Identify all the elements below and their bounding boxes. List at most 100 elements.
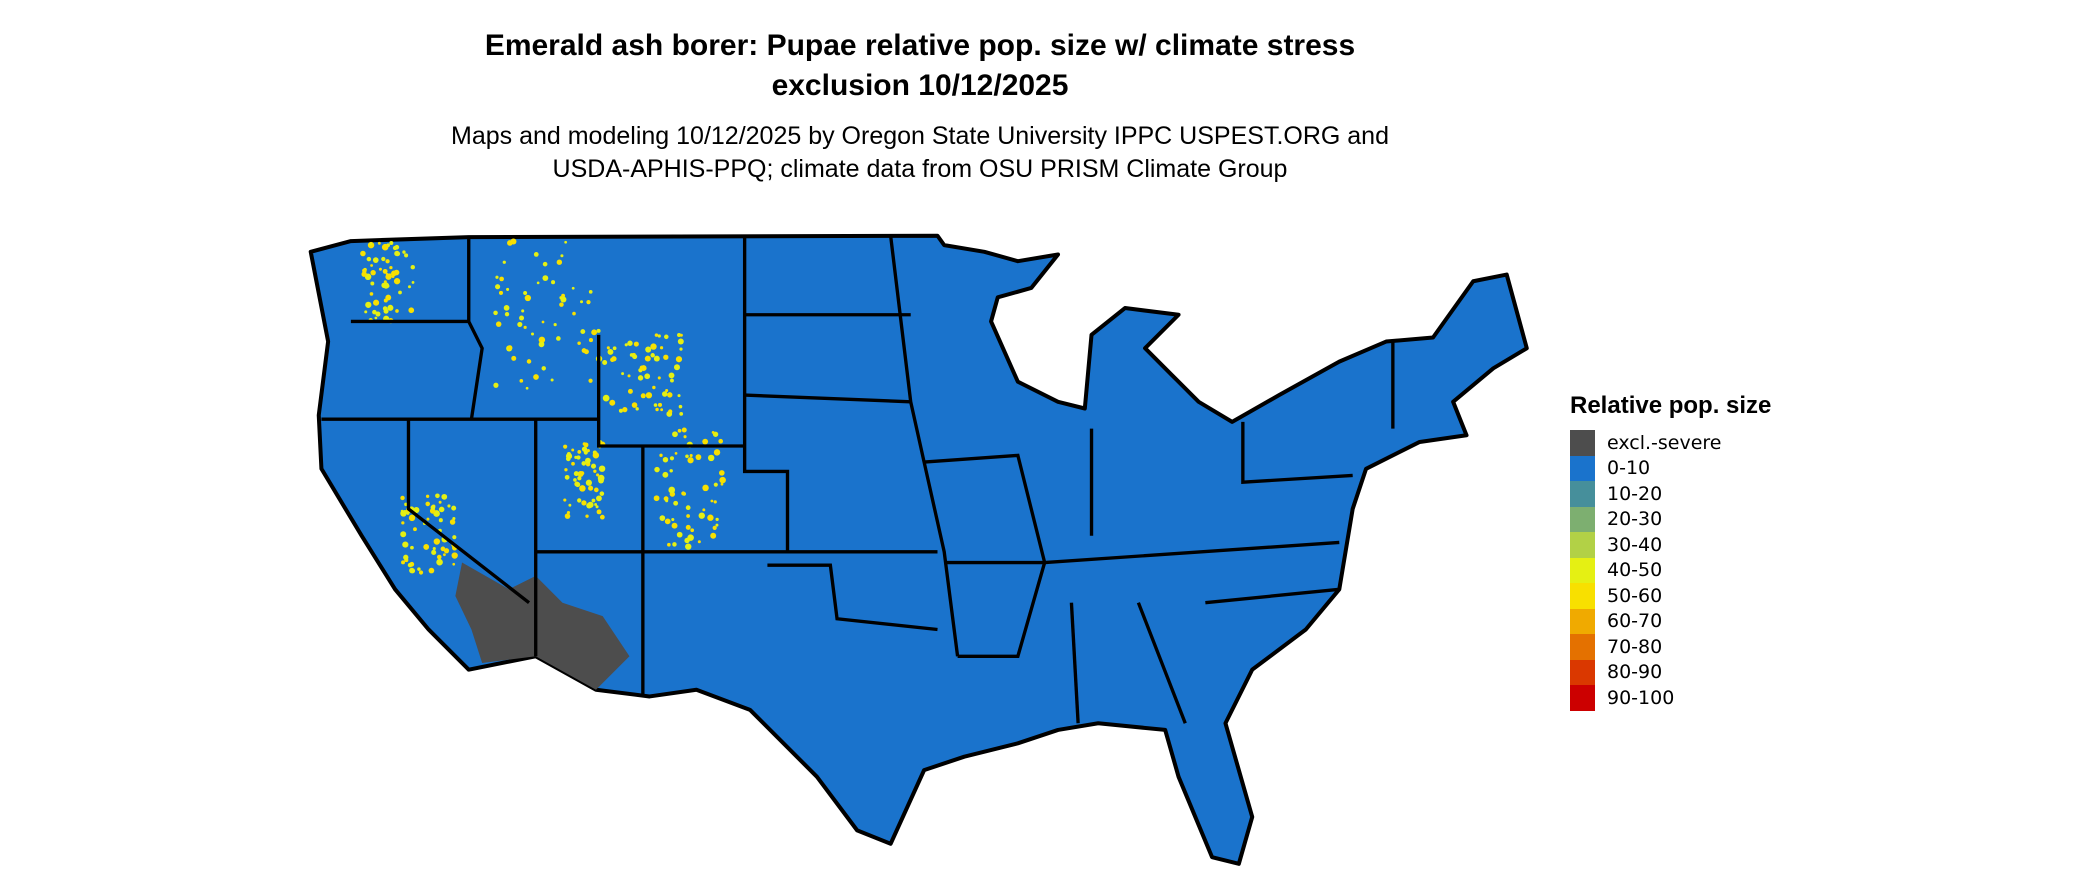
high-pop-speck: [523, 291, 528, 296]
high-pop-speck: [662, 471, 669, 478]
high-pop-speck: [382, 268, 388, 274]
legend-label: 70-80: [1607, 635, 1663, 658]
high-pop-speck: [495, 275, 499, 279]
high-pop-speck: [443, 548, 450, 554]
high-pop-speck: [681, 427, 687, 433]
high-pop-speck: [403, 554, 409, 561]
high-pop-speck: [677, 428, 682, 433]
high-pop-speck: [685, 454, 689, 459]
high-pop-speck: [577, 450, 582, 454]
high-pop-speck: [668, 372, 675, 379]
high-pop-speck: [676, 531, 683, 538]
high-pop-speck: [563, 498, 567, 502]
high-pop-speck: [389, 265, 393, 270]
high-pop-speck: [583, 442, 589, 448]
high-pop-speck: [362, 268, 367, 274]
high-pop-speck: [662, 456, 669, 463]
high-pop-speck: [679, 347, 683, 351]
high-pop-speck: [408, 307, 415, 314]
high-pop-speck: [598, 477, 604, 484]
high-pop-speck: [627, 388, 633, 394]
high-pop-speck: [402, 541, 409, 548]
high-pop-speck: [364, 310, 368, 314]
high-pop-speck: [668, 486, 676, 494]
high-pop-speck: [564, 468, 568, 472]
high-pop-speck: [611, 356, 617, 362]
legend-item: excl.-severe: [1570, 430, 1771, 456]
high-pop-speck: [596, 495, 602, 502]
high-pop-speck: [429, 508, 436, 514]
high-pop-speck: [438, 518, 443, 523]
high-pop-speck: [671, 517, 675, 522]
high-pop-speck: [360, 250, 366, 257]
high-pop-speck: [413, 527, 417, 532]
high-pop-speck: [667, 392, 673, 398]
high-pop-speck: [719, 476, 726, 484]
high-pop-speck: [653, 355, 660, 362]
high-pop-speck: [659, 515, 666, 521]
high-pop-speck: [361, 271, 367, 277]
legend-item: 10-20: [1570, 481, 1771, 507]
high-pop-speck: [659, 346, 664, 350]
high-pop-speck: [588, 378, 593, 383]
high-pop-speck: [627, 374, 631, 378]
high-pop-speck: [596, 328, 601, 333]
high-pop-speck: [697, 540, 701, 544]
high-pop-speck: [591, 498, 596, 503]
high-pop-speck: [417, 567, 421, 571]
high-pop-speck: [387, 304, 394, 311]
high-pop-speck: [715, 523, 719, 527]
legend-label: 0-10: [1607, 457, 1651, 480]
high-pop-speck: [517, 321, 523, 327]
high-pop-speck: [366, 256, 372, 262]
high-pop-speck: [568, 503, 572, 507]
high-pop-speck: [707, 454, 715, 462]
high-pop-speck: [553, 323, 557, 327]
high-pop-speck: [400, 495, 405, 501]
high-pop-speck: [594, 503, 598, 506]
high-pop-speck: [400, 510, 407, 517]
high-pop-speck: [645, 392, 653, 399]
high-pop-speck: [679, 412, 684, 416]
high-pop-speck: [584, 457, 591, 464]
high-pop-speck: [563, 444, 568, 449]
high-pop-speck: [519, 315, 525, 321]
legend-label: 80-90: [1607, 661, 1663, 684]
high-pop-speck: [719, 470, 725, 476]
high-pop-speck: [612, 346, 617, 351]
high-pop-speck: [372, 309, 377, 315]
high-pop-speck: [541, 320, 545, 324]
high-pop-speck: [369, 242, 373, 246]
high-pop-speck: [606, 346, 610, 350]
high-pop-speck: [511, 355, 517, 361]
high-pop-speck: [585, 514, 589, 518]
high-pop-speck: [622, 406, 628, 413]
legend-item: 20-30: [1570, 506, 1771, 532]
high-pop-speck: [713, 449, 721, 456]
high-pop-speck: [533, 374, 539, 380]
high-pop-speck: [372, 257, 379, 263]
high-pop-speck: [577, 341, 581, 345]
high-pop-speck: [430, 505, 436, 510]
legend-label: 50-60: [1607, 584, 1663, 607]
high-pop-speck: [681, 491, 686, 496]
legend-swatch: [1570, 634, 1595, 660]
legend-swatch: [1570, 481, 1595, 507]
high-pop-speck: [565, 453, 573, 460]
high-pop-speck: [447, 504, 451, 508]
subtitle-line-2: USDA-APHIS-PPQ; climate data from OSU PR…: [552, 155, 1288, 183]
legend-label: 30-40: [1607, 533, 1663, 556]
high-pop-speck: [659, 453, 663, 457]
high-pop-speck: [672, 542, 677, 547]
high-pop-speck: [650, 353, 655, 358]
high-pop-speck: [571, 461, 575, 466]
high-pop-speck: [391, 275, 395, 279]
high-pop-speck: [695, 454, 702, 461]
high-pop-speck: [715, 517, 719, 522]
high-pop-speck: [370, 264, 373, 267]
high-pop-speck: [599, 491, 605, 496]
high-pop-speck: [526, 359, 532, 364]
high-pop-speck: [685, 524, 691, 530]
high-pop-speck: [365, 301, 372, 308]
high-pop-speck: [375, 311, 381, 317]
